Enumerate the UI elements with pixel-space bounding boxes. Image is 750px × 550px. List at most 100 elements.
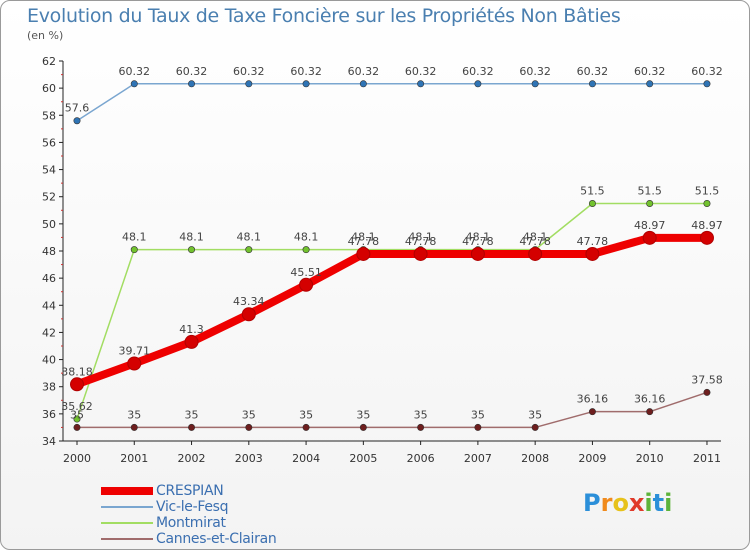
- data-label: 51.5: [695, 185, 720, 198]
- data-point: [646, 200, 654, 208]
- legend-label: CRESPIAN: [156, 483, 224, 499]
- legend-swatch: [101, 538, 153, 540]
- data-label: 60.32: [519, 65, 551, 78]
- series-line-cannes-et-clairan: [77, 391, 708, 429]
- logo-letter: t: [652, 489, 665, 517]
- data-point: [188, 80, 196, 88]
- data-label: 60.32: [290, 65, 322, 78]
- data-point: [417, 423, 425, 431]
- legend-swatch: [101, 487, 153, 495]
- data-label: 51.5: [637, 185, 662, 198]
- data-point: [302, 80, 310, 88]
- data-label: 41.3: [179, 323, 204, 336]
- data-point: [130, 423, 138, 431]
- y-tick-label: 48: [42, 245, 56, 258]
- data-label: 48.1: [466, 231, 491, 244]
- logo-letter: i: [644, 489, 653, 517]
- y-tick-label: 60: [42, 82, 56, 95]
- data-point: [588, 408, 596, 416]
- y-tick-label: 42: [42, 326, 56, 339]
- legend-item-crespian: CRESPIAN: [101, 483, 361, 499]
- data-label: 35: [242, 408, 256, 421]
- data-label: 47.78: [462, 235, 494, 248]
- data-label: 48.97: [691, 219, 723, 232]
- data-label: 35: [185, 408, 199, 421]
- data-label: 48.97: [634, 219, 666, 232]
- legend-item-cannes-et-clairan: Cannes-et-Clairan: [101, 531, 361, 547]
- data-point: [646, 80, 654, 88]
- data-point: [299, 277, 314, 292]
- data-point: [703, 200, 711, 208]
- series-line-montmirat: [76, 202, 707, 420]
- logo-letter: i: [664, 489, 673, 517]
- y-tick-label: 54: [42, 164, 56, 177]
- data-point: [588, 80, 596, 88]
- legend-item-vic-le-fesq: Vic-le-Fesq: [101, 499, 361, 515]
- data-label: 47.78: [348, 235, 380, 248]
- y-tick-label: 62: [42, 55, 56, 68]
- x-tick-label: 2007: [464, 452, 492, 465]
- logo-letter: o: [612, 489, 629, 517]
- x-tick-label: 2004: [292, 452, 320, 465]
- y-tick-label: 44: [42, 299, 56, 312]
- data-point: [531, 423, 539, 431]
- series-line-vic-le-fesq: [76, 83, 707, 122]
- data-label: 60.32: [233, 65, 265, 78]
- data-point: [646, 408, 654, 416]
- data-point: [413, 246, 428, 261]
- data-point: [245, 246, 253, 254]
- logo-letter: x: [628, 489, 645, 517]
- data-point: [474, 80, 482, 88]
- x-tick-label: 2003: [235, 452, 263, 465]
- data-label: 35.62: [61, 400, 93, 413]
- data-point: [245, 423, 253, 431]
- data-point: [470, 246, 485, 261]
- data-label: 60.32: [119, 65, 151, 78]
- data-point: [359, 423, 367, 431]
- data-label: 35: [299, 408, 313, 421]
- x-tick-label: 2000: [63, 452, 91, 465]
- data-label: 43.34: [233, 295, 265, 308]
- data-label: 47.78: [519, 235, 551, 248]
- data-point: [642, 230, 657, 245]
- data-label: 48.1: [237, 231, 262, 244]
- data-point: [73, 423, 81, 431]
- data-point: [184, 334, 199, 349]
- data-point: [474, 423, 482, 431]
- data-label: 35: [127, 408, 141, 421]
- y-tick-label: 50: [42, 218, 56, 231]
- x-tick-label: 2001: [120, 452, 148, 465]
- data-label: 35: [414, 408, 428, 421]
- legend-label: Montmirat: [156, 515, 226, 531]
- legend-swatch: [101, 506, 153, 508]
- data-point: [703, 388, 711, 396]
- y-tick-label: 46: [42, 272, 56, 285]
- data-label: 60.32: [176, 65, 208, 78]
- data-label: 47.78: [405, 235, 437, 248]
- data-point: [302, 423, 310, 431]
- data-label: 48.1: [408, 231, 433, 244]
- x-tick-label: 2009: [578, 452, 606, 465]
- x-tick-label: 2010: [636, 452, 664, 465]
- data-label: 60.32: [462, 65, 494, 78]
- data-label: 35: [70, 408, 84, 421]
- data-label: 48.1: [523, 231, 548, 244]
- data-point: [73, 117, 81, 125]
- data-label: 60.32: [405, 65, 437, 78]
- x-tick-label: 2008: [521, 452, 549, 465]
- y-tick-label: 34: [42, 435, 56, 448]
- legend-swatch: [101, 522, 153, 524]
- data-point: [703, 80, 711, 88]
- y-tick-label: 40: [42, 354, 56, 367]
- data-label: 45.51: [290, 266, 322, 279]
- data-label: 48.1: [294, 231, 319, 244]
- y-tick-label: 58: [42, 109, 56, 122]
- data-label: 60.32: [577, 65, 609, 78]
- data-label: 60.32: [691, 65, 723, 78]
- data-label: 38.18: [61, 365, 93, 378]
- x-tick-label: 2002: [178, 452, 206, 465]
- data-point: [588, 200, 596, 208]
- data-label: 39.71: [119, 345, 151, 358]
- data-label: 48.1: [179, 231, 204, 244]
